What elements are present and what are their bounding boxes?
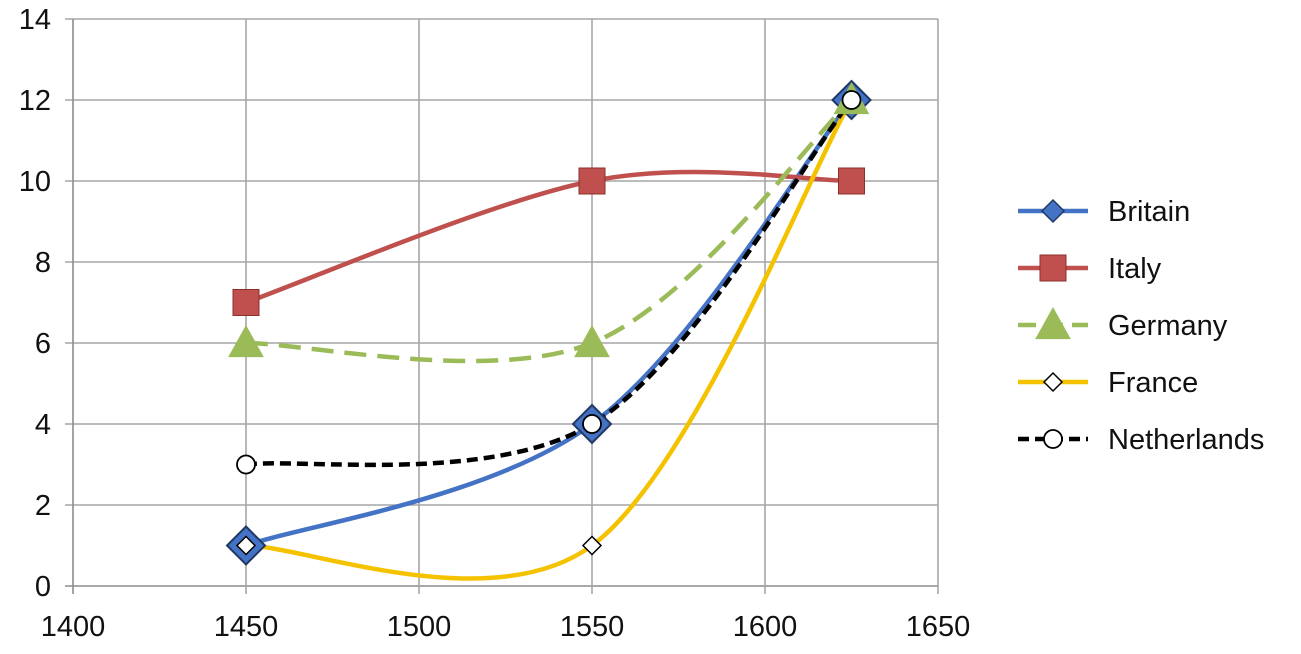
data-point-italy [838,167,865,195]
y-tick-label: 4 [35,409,51,441]
data-point-netherlands [582,414,602,434]
y-tick-label: 8 [35,247,51,279]
series-line-france [243,97,854,581]
y-tick-label: 10 [19,166,51,198]
data-point-france [235,535,257,556]
series-lines [243,97,854,581]
data-point-netherlands [841,90,862,110]
legend-label-italy: Italy [1108,253,1162,285]
tick-labels: 0 2 4 6 8 10 12 14 1400 1450 1500 1550 1600 1650 [19,4,971,643]
legend-label-germany: Germany [1108,310,1228,342]
data-point-netherlands [236,454,256,475]
legend-label-britain: Britain [1108,196,1190,228]
data-point-italy [578,167,606,195]
grid [65,18,939,594]
legend-marker-italy [1039,254,1067,282]
legend-marker-germany [1035,306,1071,340]
y-tick-label: 12 [19,85,51,117]
x-tick-label: 1400 [41,611,106,643]
legend-marker-france [1042,371,1064,393]
series-line-britain [243,97,854,548]
x-tick-label: 1550 [560,611,625,643]
legend-label-france: France [1108,367,1198,399]
series-markers [225,79,872,566]
x-tick-label: 1600 [733,611,798,643]
legend-marker-britain [1040,198,1066,224]
y-tick-label: 2 [35,490,51,522]
x-tick-label: 1650 [906,611,971,643]
y-tick-label: 14 [19,4,51,36]
legend: Britain Italy Germany France Netherlands [1018,196,1264,456]
legend-marker-netherlands [1043,429,1063,449]
x-tick-label: 1500 [387,611,452,643]
data-point-france [581,535,603,556]
legend-label-netherlands: Netherlands [1108,424,1264,456]
y-tick-label: 0 [35,571,51,603]
y-tick-label: 6 [35,328,51,360]
x-tick-label: 1450 [214,611,279,643]
series-line-netherlands [245,98,854,468]
data-point-germany [574,324,610,358]
data-point-germany [228,324,264,358]
data-point-italy [232,289,260,316]
